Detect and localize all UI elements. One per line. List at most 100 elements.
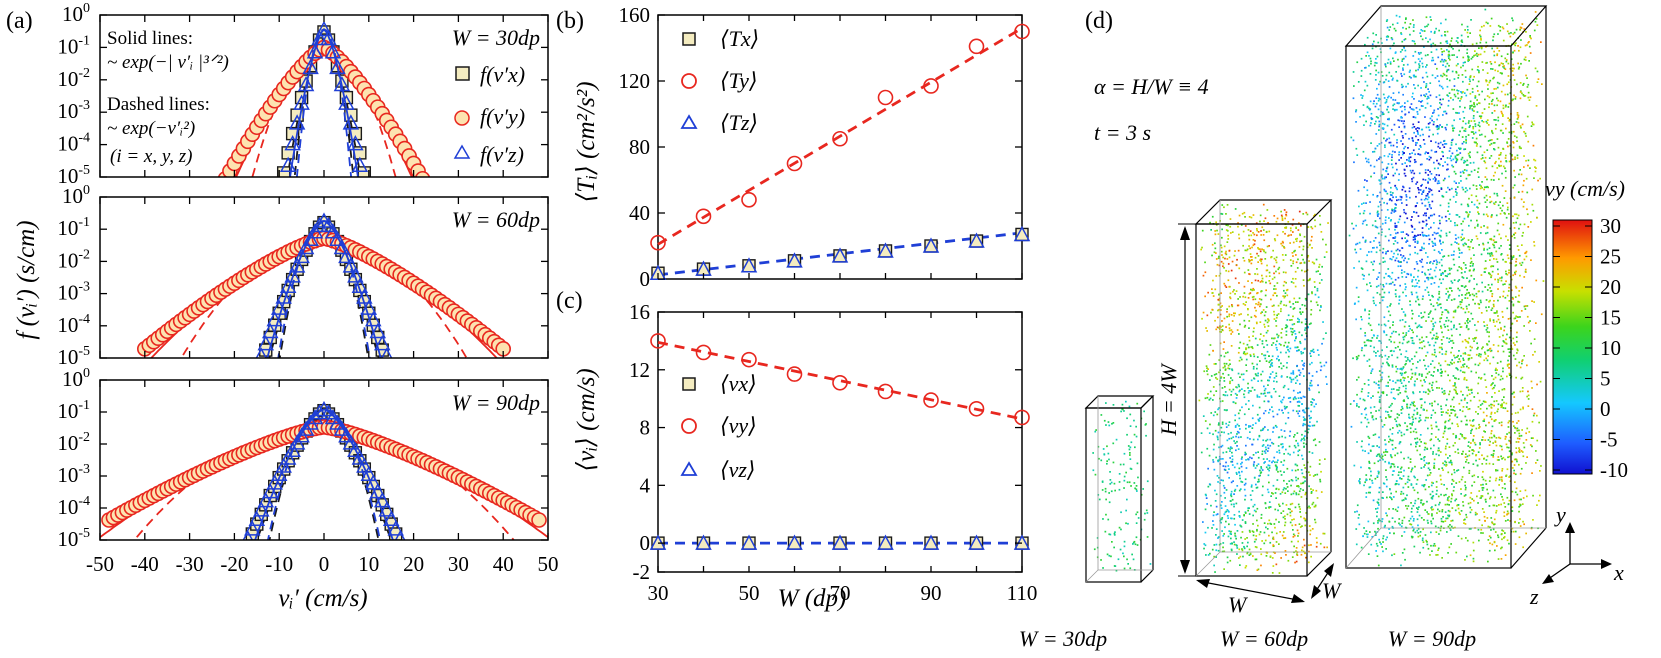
particle xyxy=(1297,258,1299,261)
particle xyxy=(1289,514,1292,517)
particle xyxy=(1312,489,1314,491)
particle xyxy=(1421,128,1424,131)
particle xyxy=(1417,52,1420,54)
particle xyxy=(1434,141,1437,144)
particle xyxy=(1271,461,1273,464)
particle xyxy=(1493,518,1496,521)
particle xyxy=(1529,96,1532,99)
particle xyxy=(1394,236,1397,238)
particle xyxy=(1435,174,1438,176)
particle xyxy=(1251,530,1254,532)
particle xyxy=(1437,449,1440,452)
particle xyxy=(1296,432,1299,434)
particle xyxy=(1457,280,1459,283)
data-point-circle xyxy=(650,333,666,349)
panel-a-xlabel: vᵢ′ (cm/s) xyxy=(278,585,367,612)
particle xyxy=(1465,169,1468,172)
particle xyxy=(1273,313,1276,316)
particle xyxy=(1441,509,1444,511)
particle xyxy=(1378,143,1381,145)
particle xyxy=(1303,362,1306,365)
particle xyxy=(1234,208,1237,210)
particle xyxy=(1376,159,1378,162)
particle xyxy=(1301,334,1303,337)
particle xyxy=(1287,355,1290,358)
particle xyxy=(1311,361,1313,364)
particle xyxy=(1483,430,1485,432)
particle xyxy=(1393,553,1396,555)
particle xyxy=(1377,470,1380,473)
data-point-triangle xyxy=(1013,225,1031,242)
particle xyxy=(1401,319,1404,321)
particle xyxy=(1231,304,1233,306)
particle xyxy=(1248,336,1250,338)
particle xyxy=(1414,428,1417,430)
particle xyxy=(1272,431,1274,433)
particle xyxy=(1425,194,1428,197)
particle xyxy=(1519,125,1522,127)
particle xyxy=(1227,517,1230,519)
particle xyxy=(1105,498,1107,501)
particle xyxy=(1284,341,1287,344)
particle xyxy=(1241,470,1243,473)
particle xyxy=(1423,448,1426,451)
particle xyxy=(1384,131,1387,134)
particle xyxy=(1295,550,1297,552)
particle xyxy=(1318,266,1320,268)
particle xyxy=(1367,161,1370,164)
particle xyxy=(1375,34,1377,36)
particle xyxy=(1483,418,1486,421)
particle xyxy=(1522,94,1525,96)
particle xyxy=(1465,187,1467,189)
particle xyxy=(1364,308,1366,311)
particle xyxy=(1123,452,1126,455)
particle xyxy=(1494,61,1496,64)
particle xyxy=(1438,454,1440,457)
particle xyxy=(1389,496,1391,498)
particle xyxy=(1272,294,1275,297)
particle xyxy=(1440,317,1443,319)
particle xyxy=(1440,414,1443,416)
particle xyxy=(1450,254,1453,256)
particle xyxy=(1274,390,1277,393)
particle xyxy=(1376,210,1379,213)
particle xyxy=(1435,480,1438,483)
panel-d: α = H/W ≡ 4 t = 3 s xyxy=(1019,5,1628,651)
particle xyxy=(1369,486,1372,488)
particle xyxy=(1469,75,1472,77)
particle xyxy=(1211,548,1214,551)
particle xyxy=(1383,316,1386,319)
particle xyxy=(1207,554,1210,556)
particle xyxy=(1270,256,1272,259)
particle xyxy=(1305,407,1307,410)
particle xyxy=(1272,536,1275,539)
particle xyxy=(1464,297,1467,299)
particle xyxy=(1470,170,1473,173)
particle xyxy=(1487,88,1489,90)
particle xyxy=(1418,417,1421,419)
particle xyxy=(1394,259,1397,262)
particle xyxy=(1400,412,1403,414)
particle xyxy=(1287,388,1290,390)
particle xyxy=(1299,383,1301,385)
particle xyxy=(1366,160,1368,163)
particle xyxy=(1260,392,1263,395)
particle xyxy=(1486,61,1488,64)
particle xyxy=(1462,504,1465,507)
particle xyxy=(1519,82,1522,84)
particle xyxy=(1218,407,1220,409)
particle xyxy=(1400,434,1403,437)
particle xyxy=(1227,367,1229,370)
particle xyxy=(1265,526,1267,529)
particle xyxy=(1508,450,1511,453)
particle xyxy=(1407,234,1410,237)
particle xyxy=(1404,257,1406,260)
particle xyxy=(1450,144,1453,146)
particle xyxy=(1255,535,1258,537)
particle xyxy=(1268,280,1271,282)
particle xyxy=(1397,58,1399,61)
particle xyxy=(1376,278,1378,280)
xtick-label: -10 xyxy=(265,552,293,576)
particle xyxy=(1498,247,1501,250)
particle xyxy=(1275,467,1278,470)
